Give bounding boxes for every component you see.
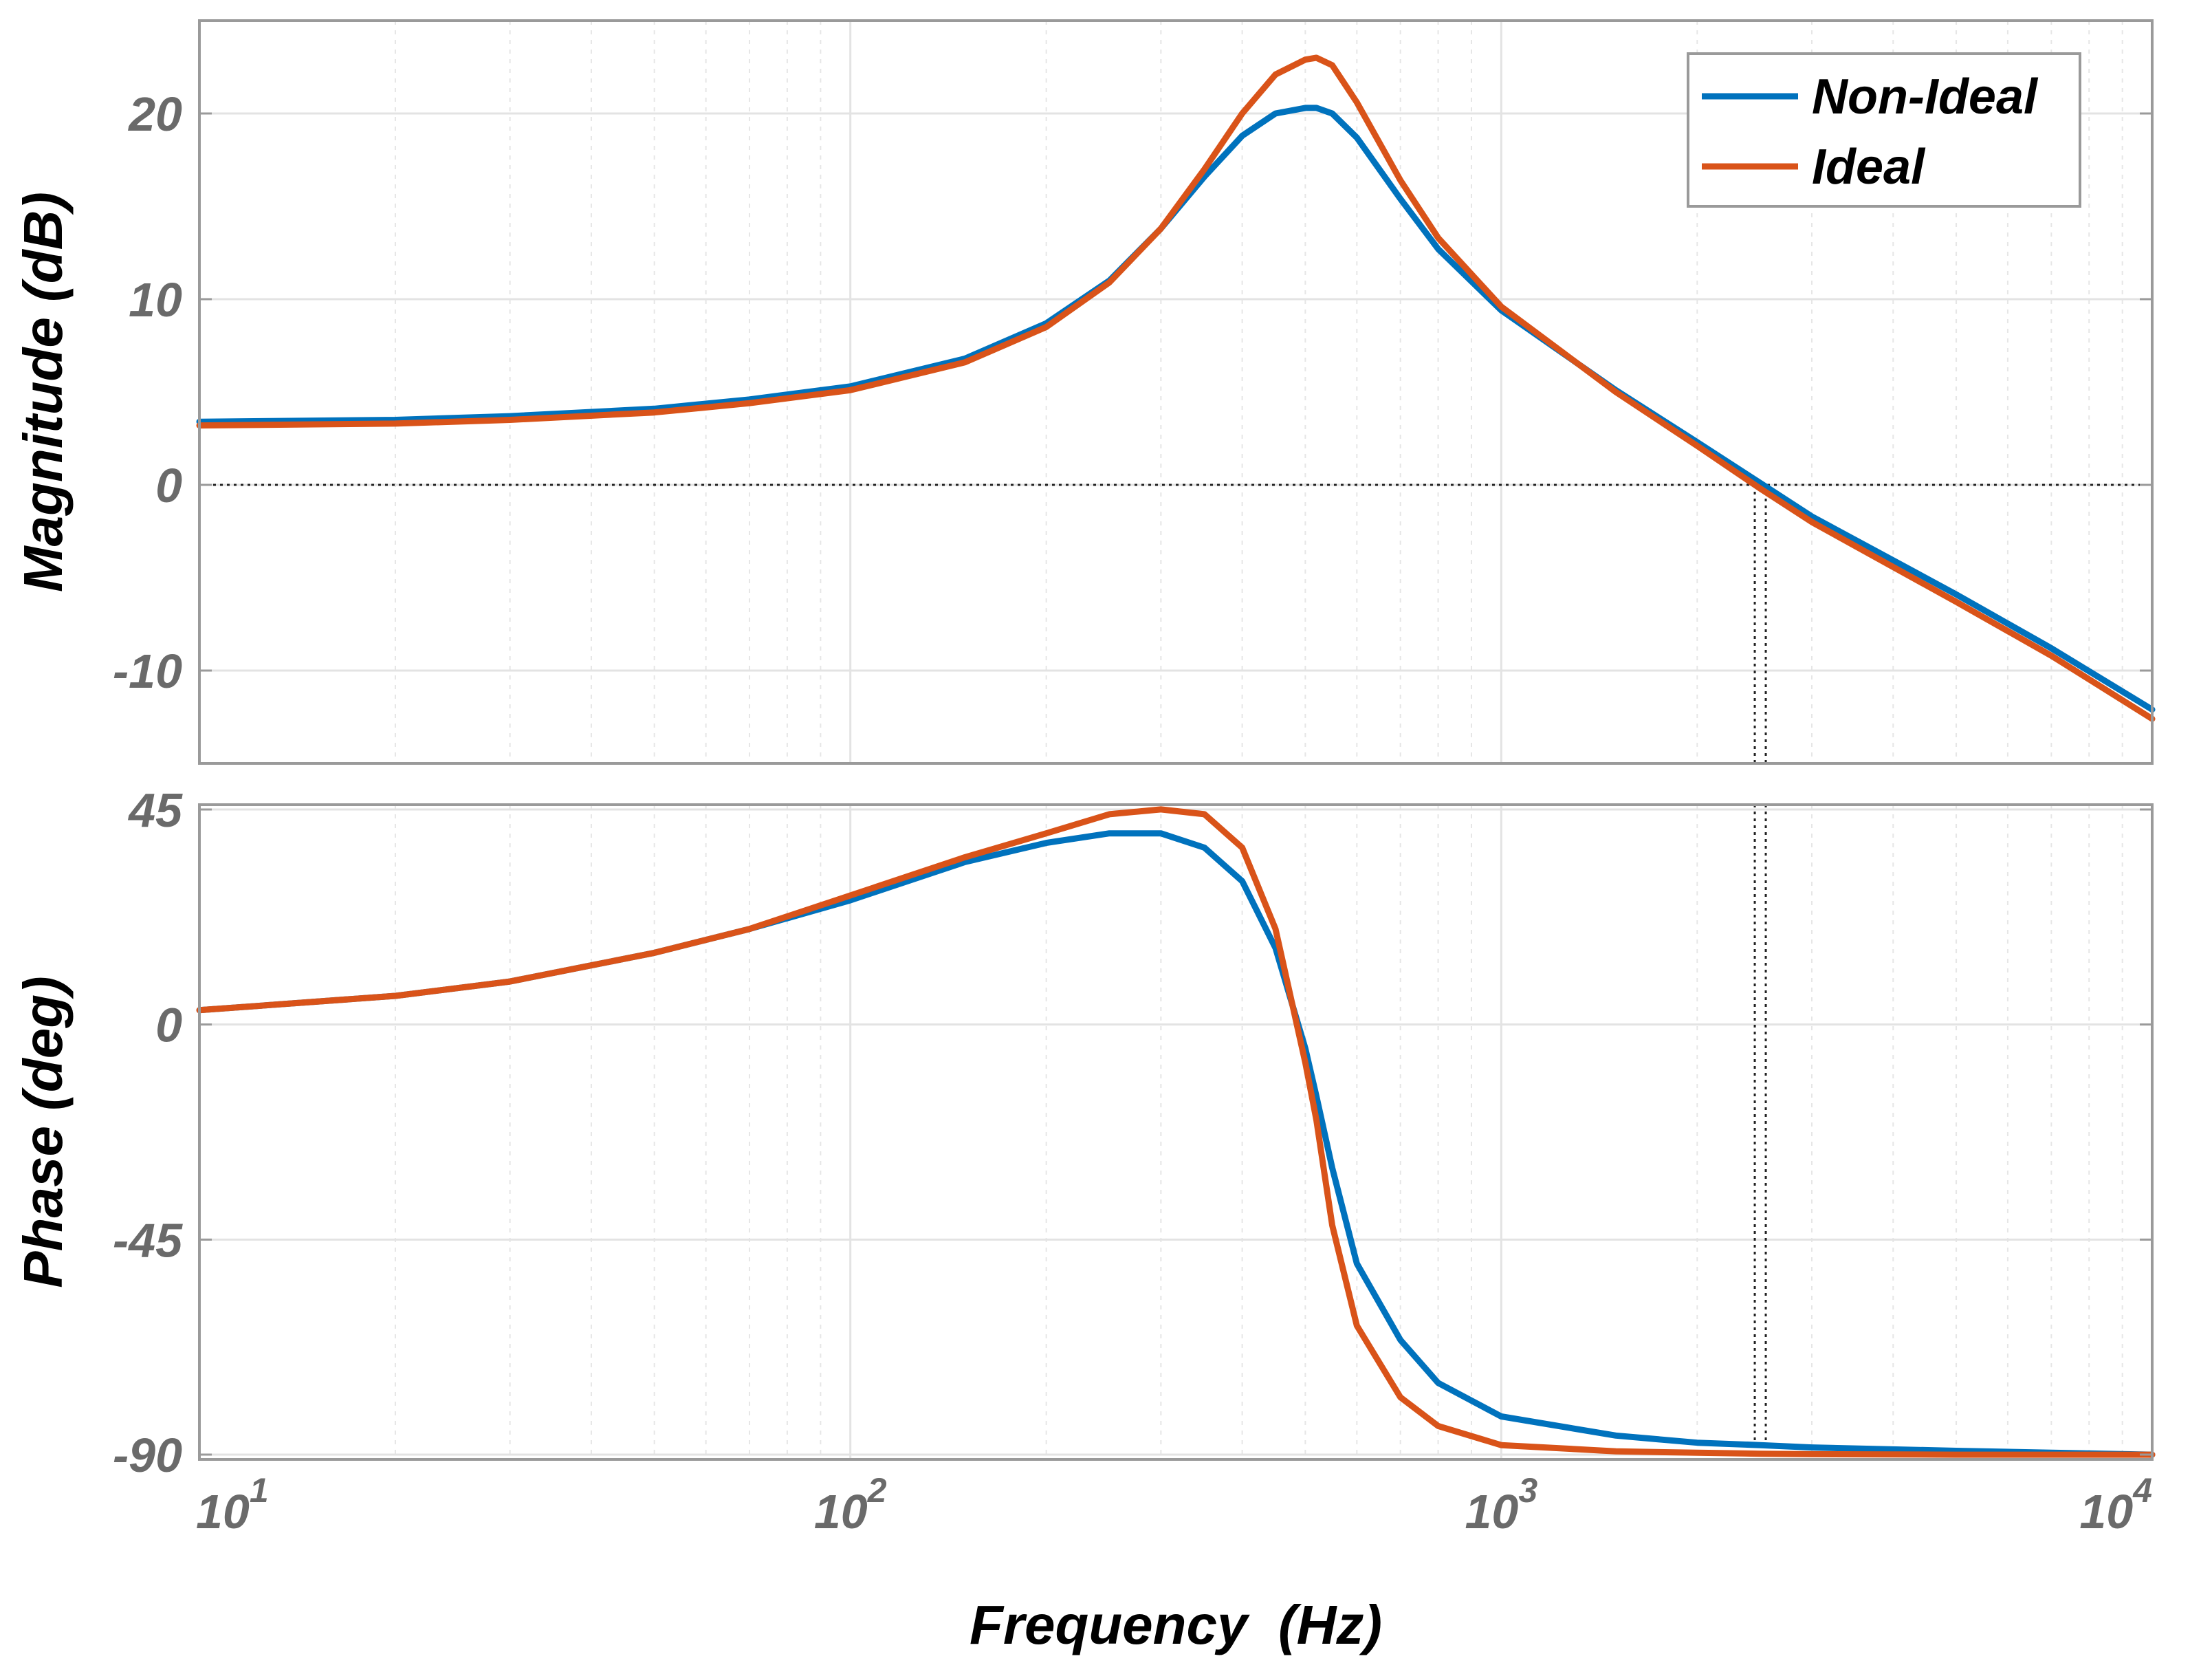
- mag-y-tick-label: 20: [127, 87, 182, 141]
- phase-series: [196, 806, 2156, 1458]
- ph-y-tick-label: 45: [127, 783, 183, 837]
- phase-reference-lines: [1753, 805, 1767, 1459]
- mag-series-non-ideal: [196, 105, 2156, 713]
- magnitude-y-ticks: 20 10 0 -10: [113, 87, 2152, 698]
- ph-y-tick-label: 0: [155, 999, 182, 1052]
- mag-y-tick-label: 10: [129, 273, 182, 327]
- x-axis-ticks: 101 102 103 104: [196, 1471, 2152, 1539]
- ph-y-tick-label: -45: [113, 1213, 183, 1267]
- ph-series-ideal: [196, 806, 2156, 1458]
- magnitude-reference-lines: [199, 483, 2152, 763]
- mag-series-ideal: [196, 54, 2156, 722]
- phase-panel: 45 0 -45 -90 Phase (deg) 101 102 103 104 Frequ…: [12, 783, 2156, 1655]
- x-tick-label: 101: [196, 1471, 269, 1539]
- x-tick-label: 103: [1465, 1471, 1537, 1539]
- x-tick-label: 104: [2079, 1471, 2152, 1539]
- magnitude-y-axis-label: Magnitude (dB): [12, 192, 74, 592]
- mag-y-tick-label: -10: [113, 644, 182, 698]
- mag-y-tick-label: 0: [155, 459, 182, 512]
- legend-label-ideal: Ideal: [1812, 140, 1926, 195]
- phase-y-ticks: 45 0 -45 -90: [113, 783, 2152, 1482]
- legend-label-non-ideal: Non-Ideal: [1812, 69, 2039, 124]
- ph-y-tick-label: -90: [113, 1428, 182, 1482]
- x-tick-label: 102: [814, 1471, 887, 1539]
- legend: Non-Ideal Ideal: [1687, 52, 2081, 208]
- phase-y-axis-label: Phase (deg): [12, 976, 74, 1287]
- x-axis-label: Frequency (Hz): [970, 1594, 1382, 1655]
- magnitude-series: [196, 54, 2156, 722]
- magnitude-panel: 20 10 0 -10 Magnitude (dB) Non-Ideal Ideal: [12, 19, 2156, 765]
